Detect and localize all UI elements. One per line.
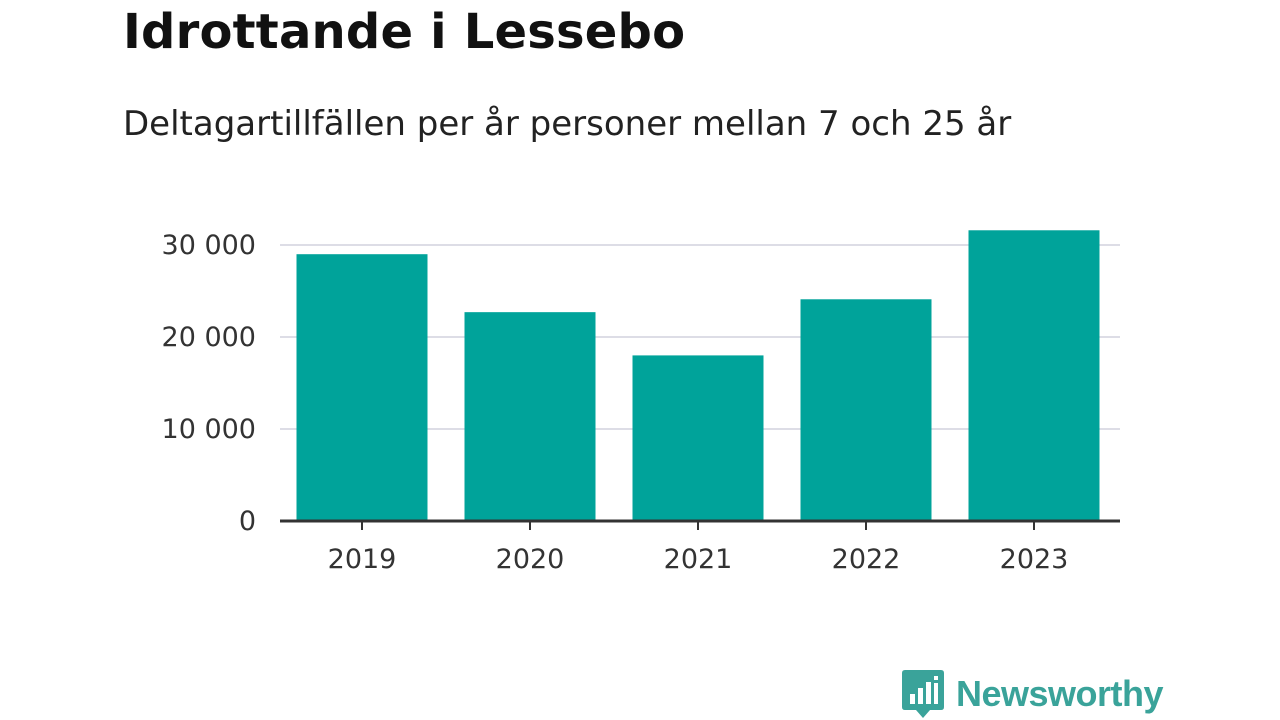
y-tick-label: 10 000 — [162, 414, 256, 445]
x-tick-label: 2019 — [328, 544, 397, 575]
bar — [464, 312, 596, 521]
y-tick-label: 30 000 — [162, 230, 256, 261]
x-tick-label: 2020 — [496, 544, 565, 575]
x-tick-label: 2021 — [664, 544, 733, 575]
brand-name: Newsworthy — [956, 673, 1164, 714]
bar — [632, 355, 764, 521]
x-tick-label: 2023 — [1000, 544, 1069, 575]
y-tick-label: 20 000 — [162, 322, 256, 353]
chart-title: Idrottande i Lessebo — [123, 4, 686, 60]
brand-logo: Newsworthy — [902, 670, 1164, 718]
bar — [968, 230, 1100, 521]
y-tick-label: 0 — [239, 506, 256, 537]
chart-subtitle: Deltagartillfällen per år personer mella… — [123, 104, 1012, 144]
bar-chart-speech-bubble-icon — [902, 670, 944, 718]
x-tick-label: 2022 — [832, 544, 901, 575]
bar — [296, 254, 428, 521]
bar — [800, 299, 932, 521]
